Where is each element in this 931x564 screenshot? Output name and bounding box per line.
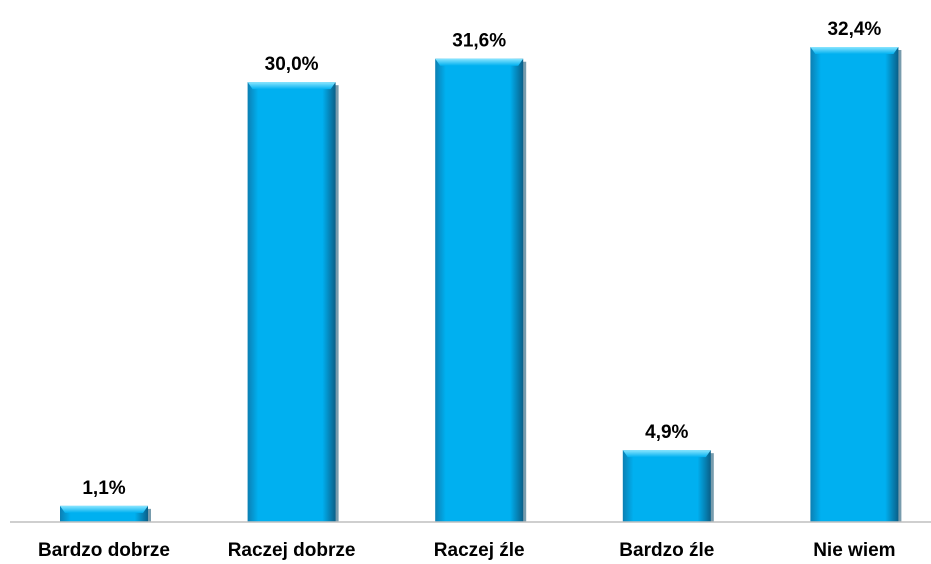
data-label: 31,6%	[452, 31, 506, 52]
data-label: 32,4%	[827, 19, 881, 40]
category-labels: Bardzo dobrze Raczej dobrze Raczej źle Bard…	[38, 540, 896, 561]
data-label: 1,1%	[82, 478, 125, 499]
bar-cap	[60, 505, 148, 513]
bar-cap	[622, 450, 711, 458]
bar-raczej-dobrze	[247, 82, 336, 523]
bar-cap	[247, 82, 336, 90]
category-label: Raczej źle	[434, 540, 525, 561]
bar-cap	[810, 47, 899, 54]
category-label: Nie wiem	[813, 540, 895, 561]
bar-raczej-źle	[435, 58, 524, 522]
category-label: Bardzo dobrze	[38, 540, 170, 561]
category-label: Raczej dobrze	[228, 540, 356, 561]
value-labels: 1,1% 30,0% 31,6% 4,9% 32,4%	[82, 19, 881, 499]
bars	[60, 47, 899, 523]
data-label: 30,0%	[265, 54, 319, 75]
bar-nie-wiem	[810, 47, 899, 522]
data-label: 4,9%	[645, 422, 688, 443]
bar-bardzo-źle	[622, 450, 711, 522]
bar-cap	[435, 58, 524, 66]
category-label: Bardzo źle	[619, 540, 714, 561]
